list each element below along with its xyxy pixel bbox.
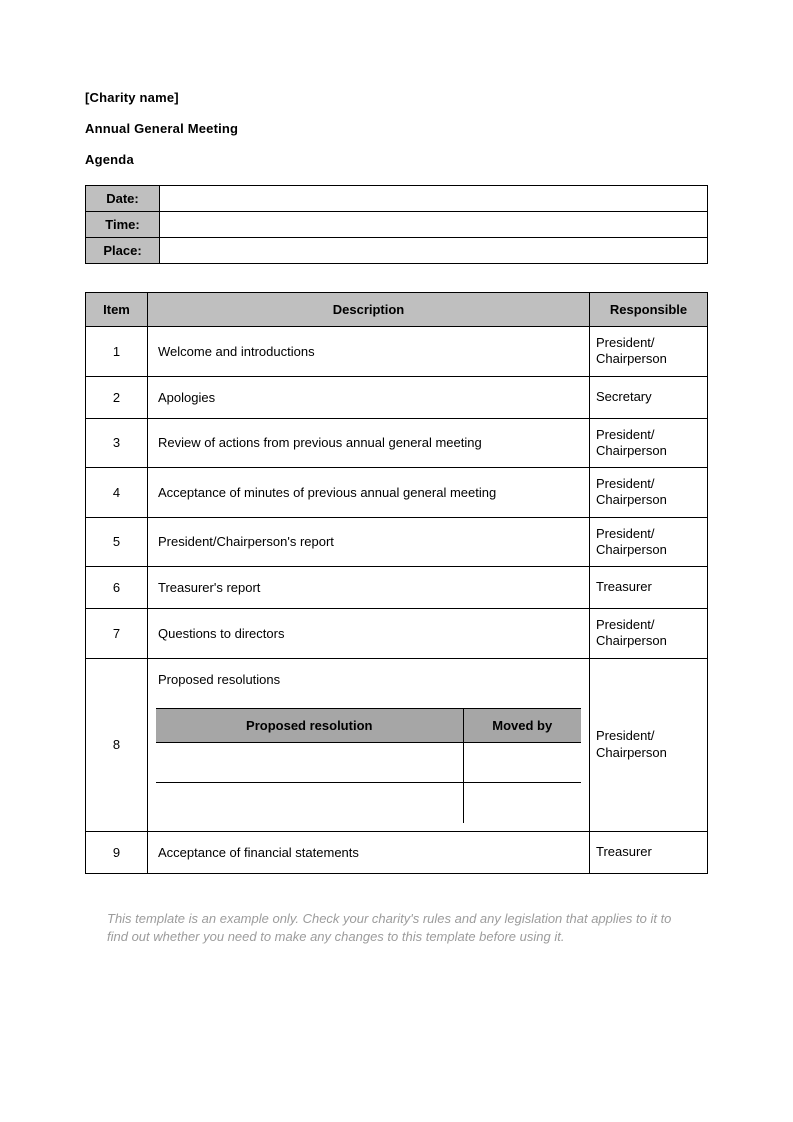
agenda-header-description: Description (148, 293, 590, 327)
agenda-item-responsible: President/ Chairperson (590, 468, 708, 518)
disclaimer-text: This template is an example only. Check … (85, 910, 708, 946)
info-row-time: Time: (86, 212, 708, 238)
nested-header-row: Proposed resolution Moved by (156, 709, 581, 743)
agenda-item-description: Questions to directors (148, 609, 590, 659)
agenda-row: 1 Welcome and introductions President/ C… (86, 327, 708, 377)
agenda-row: 4 Acceptance of minutes of previous annu… (86, 468, 708, 518)
agenda-row-nested: 8 Proposed resolutions President/ Chairp… (86, 658, 708, 700)
document-title: Annual General Meeting (85, 121, 708, 136)
charity-name: [Charity name] (85, 90, 708, 105)
agenda-item-description: President/Chairperson's report (148, 517, 590, 567)
agenda-row: 9 Acceptance of financial statements Tre… (86, 831, 708, 873)
agenda-item-responsible: President/ Chairperson (590, 658, 708, 831)
nested-header-moved-by: Moved by (463, 709, 581, 743)
agenda-item-number: 2 (86, 376, 148, 418)
agenda-row: 6 Treasurer's report Treasurer (86, 567, 708, 609)
proposed-resolutions-table: Proposed resolution Moved by (156, 708, 581, 823)
nested-row (156, 783, 581, 823)
agenda-item-description: Welcome and introductions (148, 327, 590, 377)
info-table: Date: Time: Place: (85, 185, 708, 264)
info-row-date: Date: (86, 186, 708, 212)
agenda-item-description: Review of actions from previous annual g… (148, 418, 590, 468)
agenda-item-number: 3 (86, 418, 148, 468)
agenda-item-number: 5 (86, 517, 148, 567)
agenda-item-number: 1 (86, 327, 148, 377)
info-value-time (160, 212, 708, 238)
nested-cell-moved-by (463, 783, 581, 823)
agenda-item-responsible: President/ Chairperson (590, 609, 708, 659)
agenda-row: 3 Review of actions from previous annual… (86, 418, 708, 468)
agenda-item-description: Treasurer's report (148, 567, 590, 609)
agenda-row: 5 President/Chairperson's report Preside… (86, 517, 708, 567)
agenda-header-item: Item (86, 293, 148, 327)
agenda-item-description: Proposed resolutions (148, 658, 590, 700)
agenda-item-number: 8 (86, 658, 148, 831)
agenda-item-responsible: President/ Chairperson (590, 418, 708, 468)
agenda-header-responsible: Responsible (590, 293, 708, 327)
nested-cell-resolution (156, 783, 463, 823)
info-value-place (160, 238, 708, 264)
agenda-item-responsible: Treasurer (590, 567, 708, 609)
agenda-item-responsible: Treasurer (590, 831, 708, 873)
agenda-item-responsible: President/ Chairperson (590, 517, 708, 567)
agenda-item-description: Acceptance of financial statements (148, 831, 590, 873)
agenda-item-number: 7 (86, 609, 148, 659)
info-label-date: Date: (86, 186, 160, 212)
nested-cell-resolution (156, 743, 463, 783)
info-row-place: Place: (86, 238, 708, 264)
nested-header-resolution: Proposed resolution (156, 709, 463, 743)
agenda-item-description: Acceptance of minutes of previous annual… (148, 468, 590, 518)
agenda-row: 2 Apologies Secretary (86, 376, 708, 418)
agenda-item-number: 6 (86, 567, 148, 609)
agenda-item-description: Apologies (148, 376, 590, 418)
agenda-header-row: Item Description Responsible (86, 293, 708, 327)
info-label-time: Time: (86, 212, 160, 238)
agenda-item-responsible: Secretary (590, 376, 708, 418)
info-label-place: Place: (86, 238, 160, 264)
agenda-item-number: 9 (86, 831, 148, 873)
agenda-item-responsible: President/ Chairperson (590, 327, 708, 377)
info-value-date (160, 186, 708, 212)
nested-cell-moved-by (463, 743, 581, 783)
agenda-table: Item Description Responsible 1 Welcome a… (85, 292, 708, 874)
document-subtitle: Agenda (85, 152, 708, 167)
nested-row (156, 743, 581, 783)
agenda-item-number: 4 (86, 468, 148, 518)
agenda-row: 7 Questions to directors President/ Chai… (86, 609, 708, 659)
